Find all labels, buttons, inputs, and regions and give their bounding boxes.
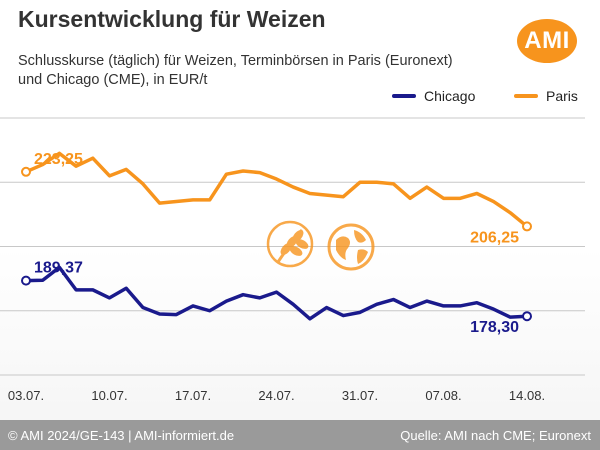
legend-label-chicago: Chicago xyxy=(424,88,476,104)
line-chart: 03.07. 10.07. 17.07. 24.07. 31.07. 07.08. 14.0… xyxy=(0,117,585,403)
x-tick-label: 07.08. xyxy=(425,388,461,403)
legend-item-chicago: Chicago xyxy=(392,88,475,104)
legend-item-paris: Paris xyxy=(514,88,578,104)
x-tick-label: 10.07. xyxy=(91,388,127,403)
footer-bar: © AMI 2024/GE-143 | AMI-informiert.de Qu… xyxy=(0,420,600,450)
start-label-chicago: 189,37 xyxy=(34,260,83,277)
x-tick-label: 17.07. xyxy=(175,388,211,403)
footer-copyright: © AMI 2024/GE-143 | AMI-informiert.de xyxy=(8,428,235,443)
series-lines xyxy=(21,151,532,322)
subtitle-line-1: Schlusskurse (täglich) für Weizen, Termi… xyxy=(18,53,453,69)
legend-swatch-chicago xyxy=(392,94,416,98)
series-line-chicago xyxy=(24,265,529,321)
x-tick-label: 31.07. xyxy=(342,388,378,403)
wheat-icon xyxy=(266,220,314,268)
data-labels: 189,37 178,30 223,25 206,25 xyxy=(34,151,519,336)
start-point-chicago xyxy=(21,275,31,286)
decorative-icons xyxy=(266,220,375,271)
footer-source: Quelle: AMI nach CME; Euronext xyxy=(400,428,591,443)
globe-icon xyxy=(327,223,375,271)
end-point-chicago xyxy=(522,311,532,322)
x-axis-tick-labels: 03.07. 10.07. 17.07. 24.07. 31.07. 07.08. 14.0… xyxy=(8,388,545,403)
x-tick-label: 14.08. xyxy=(509,388,545,403)
end-label-chicago: 178,30 xyxy=(470,319,519,336)
x-tick-label: 03.07. xyxy=(8,388,44,403)
subtitle-line-2: und Chicago (CME), in EUR/t xyxy=(18,72,208,88)
chart-title: Kursentwicklung für Weizen xyxy=(18,6,326,32)
x-tick-label: 24.07. xyxy=(258,388,294,403)
legend-swatch-paris xyxy=(514,94,538,98)
chart-subtitle: Schlusskurse (täglich) für Weizen, Termi… xyxy=(18,52,488,90)
series-line-paris xyxy=(24,151,529,229)
start-point-paris xyxy=(21,166,31,177)
end-label-paris: 206,25 xyxy=(470,229,519,246)
legend-label-paris: Paris xyxy=(546,88,578,104)
start-label-paris: 223,25 xyxy=(34,151,83,168)
ami-logo: AMI xyxy=(517,19,577,63)
end-point-paris xyxy=(522,221,532,232)
